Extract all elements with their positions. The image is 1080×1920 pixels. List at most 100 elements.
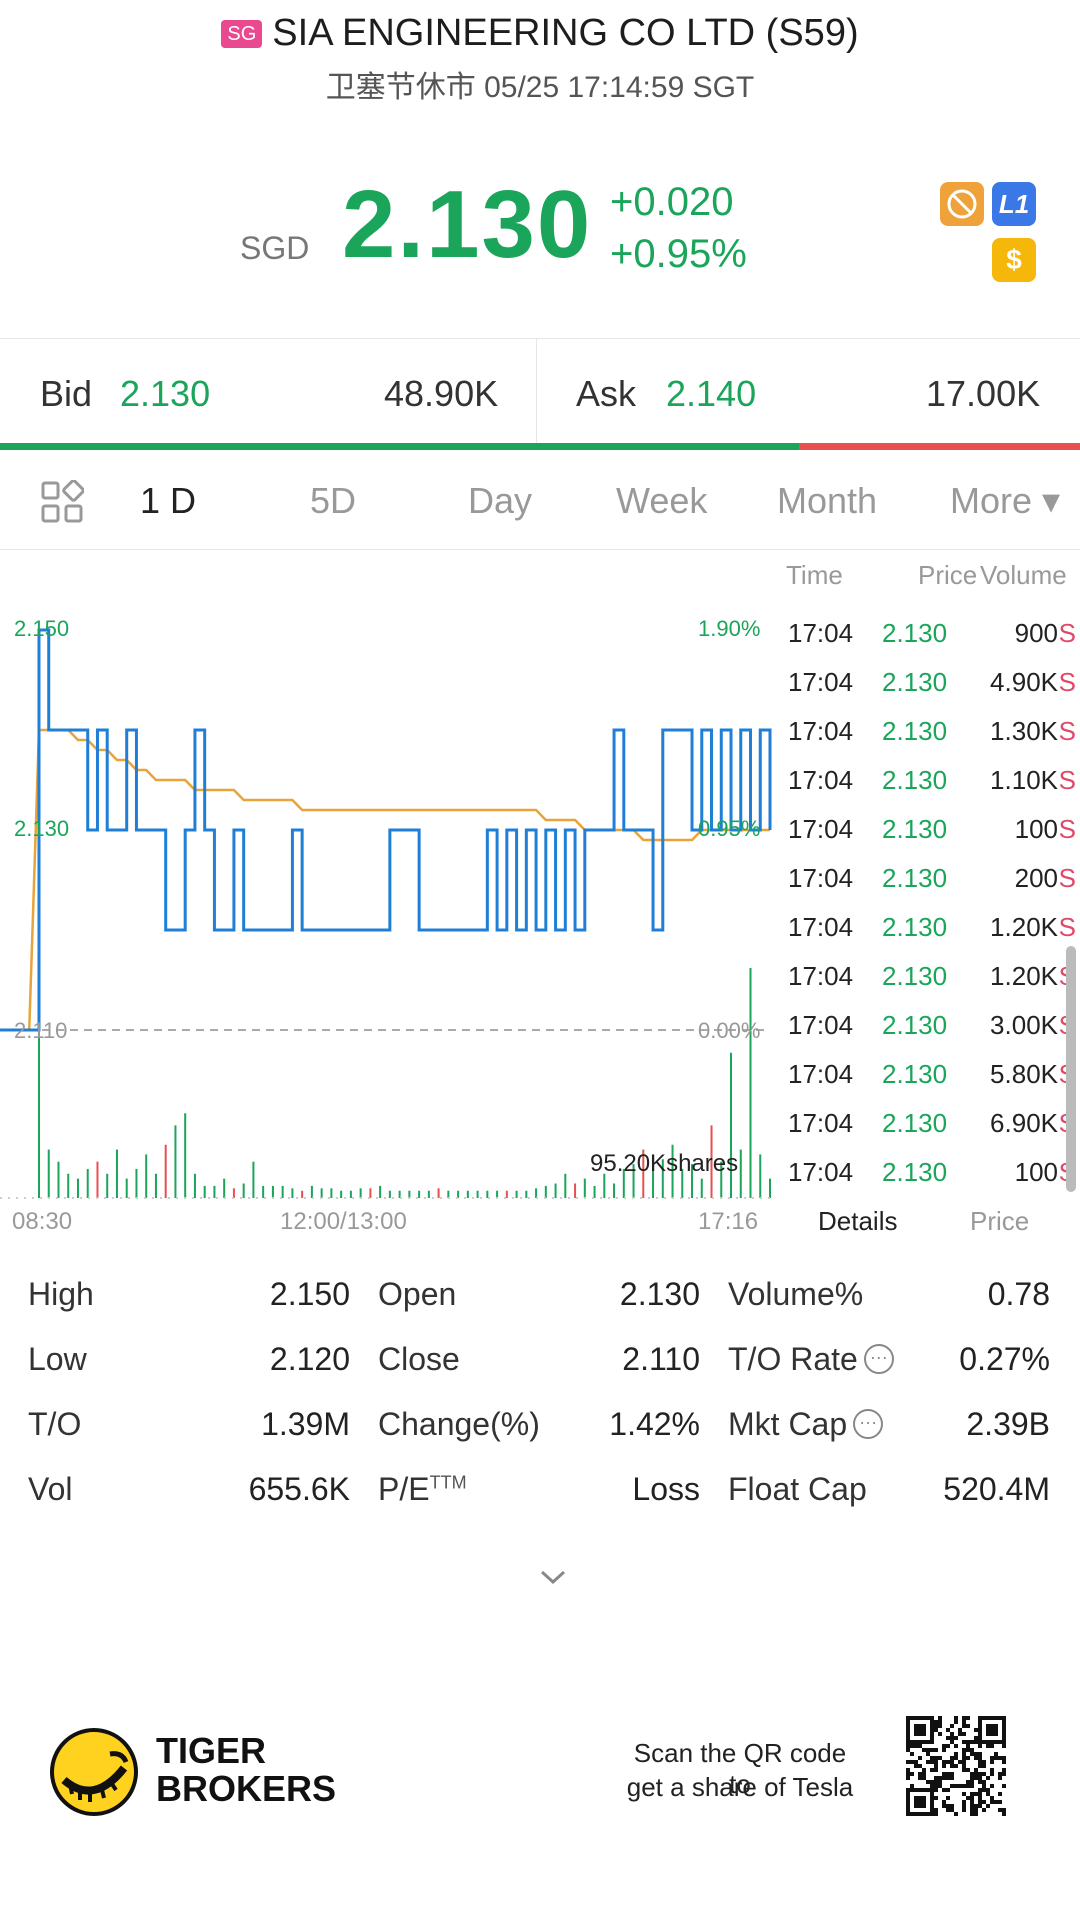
- market-status: 卫塞节休市 05/25 17:14:59 SGT: [325, 71, 755, 104]
- tab-month[interactable]: Month: [777, 480, 878, 521]
- stat-label-mkt-cap-text: Mkt Cap: [728, 1406, 848, 1442]
- intraday-chart[interactable]: 2.150 2.130 2.110 1.90% 0.95% 0.00% 95.2…: [0, 600, 780, 1235]
- volume-bar: [730, 1052, 733, 1198]
- tab-5d[interactable]: 5D: [310, 480, 357, 521]
- market-badge: SG: [221, 19, 263, 48]
- volume-bar: [135, 1168, 138, 1198]
- ask-price: 2.140: [666, 373, 757, 414]
- no-short-icon[interactable]: [940, 182, 984, 226]
- stock-title: SIA ENGINEERING CO LTD (S59): [272, 12, 859, 54]
- ask-volume: 17.00K: [926, 373, 1041, 414]
- tick-volume: 6.90K: [990, 1108, 1058, 1138]
- volume-bar: [310, 1185, 313, 1198]
- volume-bar: [418, 1190, 421, 1198]
- info-icon[interactable]: ···: [863, 1343, 894, 1374]
- tab-1d[interactable]: 1 D: [140, 480, 197, 521]
- chart-canvas: [0, 628, 772, 1199]
- level1-icon[interactable]: L1: [992, 182, 1036, 226]
- volume-bar: [379, 1185, 382, 1198]
- volume-bar: [720, 1161, 723, 1198]
- stat-label-mkt-cap: Mkt Cap ···: [728, 1406, 884, 1443]
- volume-bar: [564, 1173, 567, 1198]
- volume-bar: [457, 1190, 460, 1198]
- tick-row: 17:04 2.130 900 S: [780, 618, 1080, 667]
- brand-name-line2: BROKERS: [156, 1768, 337, 1809]
- brand-name-line1: TIGER: [156, 1730, 267, 1771]
- tab-week[interactable]: Week: [616, 480, 708, 521]
- tick-row: 17:04 2.130 1.30K S: [780, 716, 1080, 765]
- volume-bar: [622, 1168, 625, 1198]
- x-label-lunch: 12:00/13:00: [280, 1208, 407, 1235]
- ticks-scrollbar[interactable]: [1066, 946, 1076, 1192]
- stat-value-mkt-cap: 2.39B: [966, 1406, 1050, 1442]
- ticks-tab-price[interactable]: Price: [970, 1206, 1030, 1236]
- footer-promo: TIGER BROKERS Scan the QR code to get a …: [0, 1700, 1080, 1860]
- last-price: 2.130: [342, 171, 593, 278]
- tab-day[interactable]: Day: [468, 480, 533, 521]
- tick-side: S: [1058, 716, 1076, 746]
- tick-time: 17:04: [788, 1157, 854, 1187]
- volume-bar: [86, 1168, 89, 1198]
- volume-bar: [739, 1149, 742, 1198]
- tick-time: 17:04: [788, 863, 854, 893]
- volume-bar: [232, 1188, 235, 1198]
- bid-ratio-bar: [0, 443, 800, 450]
- stat-value-pe: Loss: [632, 1471, 700, 1507]
- ticks-tab-details[interactable]: Details: [818, 1206, 898, 1236]
- tick-price: 2.130: [882, 912, 948, 942]
- chevron-down-icon[interactable]: [536, 1560, 570, 1594]
- stat-value-float-cap: 520.4M: [943, 1471, 1050, 1507]
- tick-volume: 1.20K: [990, 961, 1058, 991]
- volume-bar: [330, 1188, 333, 1198]
- tick-time: 17:04: [788, 1059, 854, 1089]
- tick-volume: 4.90K: [990, 667, 1058, 697]
- volume-bar: [535, 1188, 538, 1198]
- volume-bar: [96, 1161, 99, 1198]
- volume-bar: [661, 1159, 664, 1198]
- tick-volume: 1.10K: [990, 765, 1058, 795]
- volume-bar: [496, 1190, 499, 1198]
- x-label-close: 17:16: [698, 1208, 759, 1235]
- stat-label-to-rate: T/O Rate ···: [728, 1341, 894, 1378]
- stat-label-pe-text: P/E: [378, 1471, 430, 1507]
- volume-bar: [388, 1190, 391, 1198]
- period-tabs: 1 D 5D Day Week Month More ▾: [0, 450, 1080, 550]
- tick-time: 17:04: [788, 716, 854, 746]
- tick-price: 2.130: [882, 814, 948, 844]
- tick-price: 2.130: [882, 863, 948, 893]
- volume-bar: [749, 968, 752, 1198]
- bid-price: 2.130: [120, 373, 211, 414]
- volume-bar: [76, 1178, 79, 1198]
- volume-bar: [613, 1183, 616, 1198]
- volume-bar: [164, 1144, 167, 1198]
- volume-bar: [486, 1190, 489, 1198]
- tick-price: 2.130: [882, 765, 948, 795]
- tiger-logo-icon: [50, 1728, 138, 1816]
- tab-more[interactable]: More ▾: [950, 480, 1061, 521]
- tick-time: 17:04: [788, 1108, 854, 1138]
- tick-time: 17:04: [788, 912, 854, 942]
- stat-label-low: Low: [28, 1341, 87, 1377]
- volume-max-label: 95.20Kshares: [590, 1150, 739, 1177]
- stat-label-open: Open: [378, 1276, 457, 1312]
- stat-value-low: 2.120: [269, 1341, 350, 1377]
- grid-icon[interactable]: [40, 480, 84, 524]
- qr-code-icon[interactable]: [906, 1716, 1006, 1816]
- dollar-icon[interactable]: $: [992, 238, 1036, 282]
- volume-bar: [437, 1188, 440, 1198]
- volume-bar: [359, 1188, 362, 1198]
- time-and-sales[interactable]: Time Price Volume 17:04 2.130 900 S 17:04 2.1…: [780, 554, 1080, 1194]
- y-label-low: 2.110: [14, 1018, 68, 1043]
- volume-bar: [281, 1185, 284, 1198]
- tick-time: 17:04: [788, 765, 854, 795]
- volume-bar: [291, 1188, 294, 1198]
- tick-volume: 100: [1014, 1157, 1058, 1187]
- stat-label-high: High: [28, 1276, 94, 1312]
- info-icon[interactable]: ···: [853, 1408, 884, 1439]
- tick-volume: 3.00K: [990, 1010, 1058, 1040]
- ask-ratio-bar: [799, 443, 1080, 450]
- volume-bar: [642, 1149, 645, 1198]
- tick-volume: 100: [1014, 814, 1058, 844]
